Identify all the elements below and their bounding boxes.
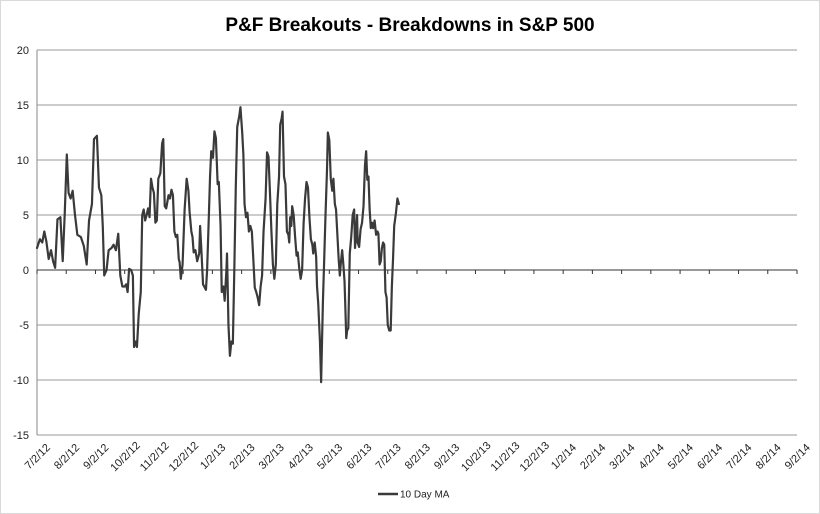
y-tick-label: 0 (23, 265, 29, 277)
series-layer (35, 106, 400, 384)
y-tick-label: 10 (17, 155, 29, 167)
series-line-10-day-ma (35, 106, 400, 384)
legend-label: 10 Day MA (400, 490, 450, 501)
legend: 10 Day MA (378, 490, 450, 501)
y-tick-label: -5 (19, 320, 29, 332)
y-tick-label: -10 (13, 375, 29, 387)
y-tick-label: 20 (17, 45, 29, 57)
y-tick-label: 5 (23, 210, 29, 222)
y-tick-label: -15 (13, 430, 29, 442)
chart-title: P&F Breakouts - Breakdowns in S&P 500 (225, 15, 594, 36)
y-tick-label: 15 (17, 100, 29, 112)
